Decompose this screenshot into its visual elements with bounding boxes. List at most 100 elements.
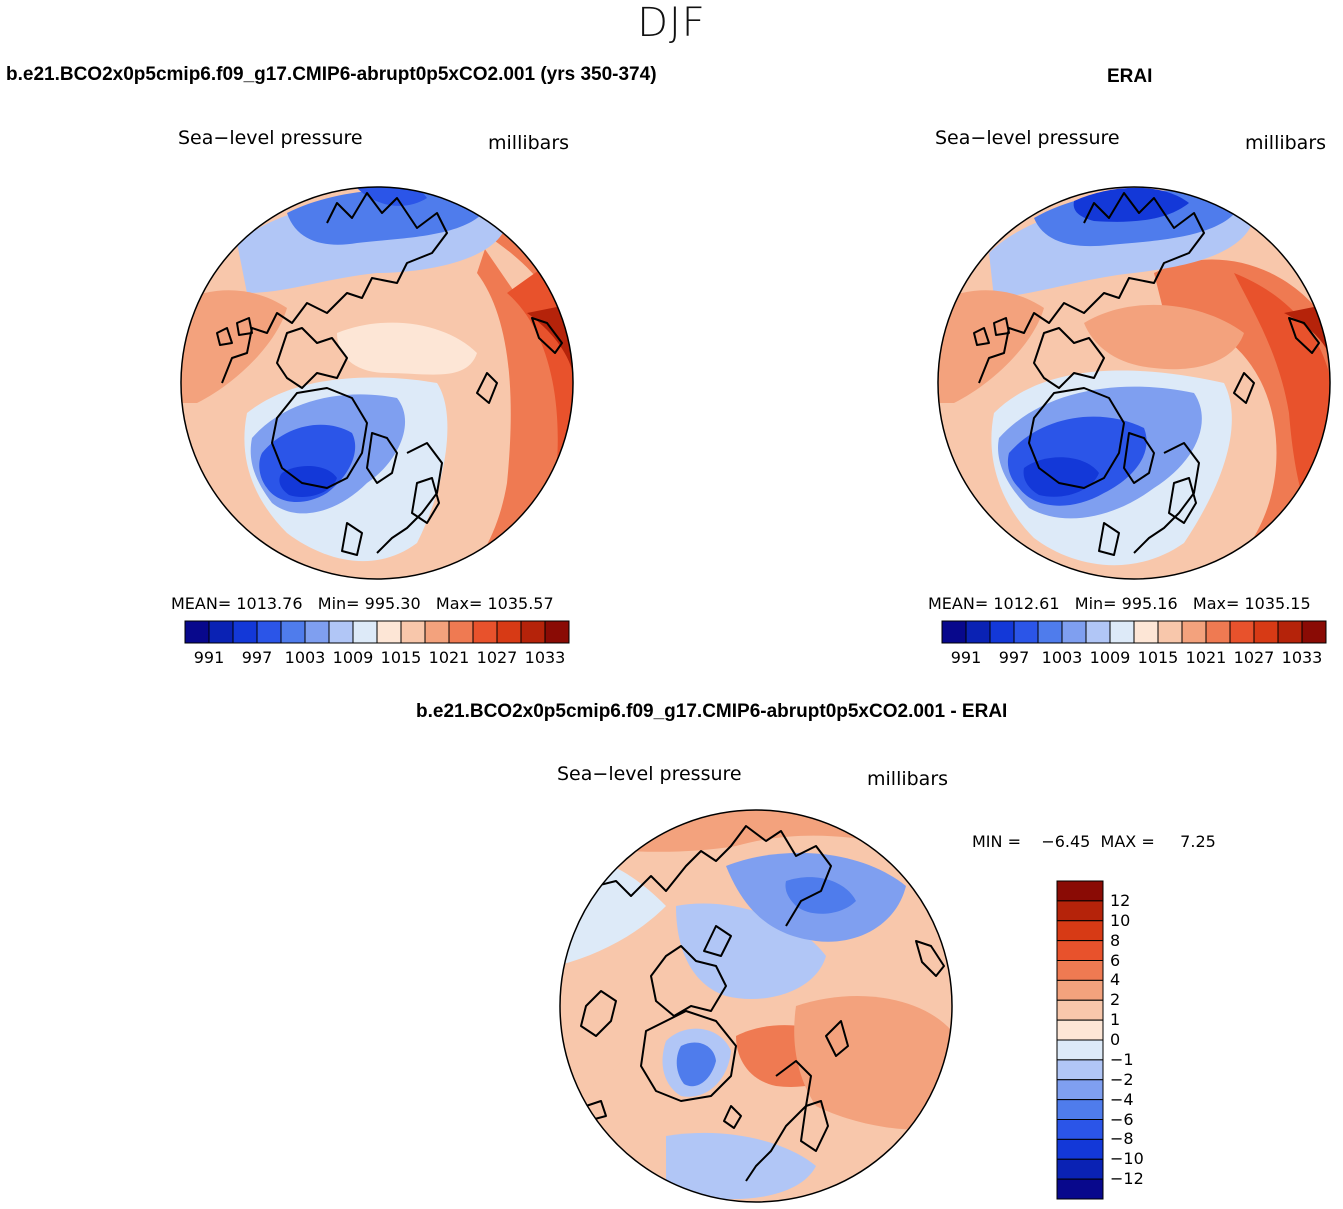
model-colorbar-swatch: [520, 620, 546, 644]
diff-colorbar-tick-label: 10: [1110, 910, 1131, 930]
erai-colorbar-swatch: [1013, 620, 1039, 644]
diff-colorbar-tick-label: 4: [1110, 970, 1121, 990]
model-colorbar-tick-label: 1009: [332, 648, 374, 667]
erai-colorbar-swatch: [1037, 620, 1063, 644]
diff-coastlines: [580, 825, 945, 1182]
diff-colorbar-tick-label: −4: [1110, 1089, 1134, 1109]
diff-colorbar-swatch: [1056, 1059, 1104, 1081]
erai-max-value: 1035.15: [1244, 594, 1311, 613]
erai-colorbar-tick-label: 1003: [1041, 648, 1083, 667]
diff-colorbar-swatch: [1056, 1178, 1104, 1200]
model-min-label: Min=: [317, 594, 360, 613]
erai-colorbar-swatch: [941, 620, 967, 644]
model-icelandic-low-core-field: [279, 466, 337, 498]
diff-colorbar-swatch: [1056, 900, 1104, 922]
model-max-value: 1035.57: [487, 594, 554, 613]
erai-colorbar-swatch: [1061, 620, 1087, 644]
model-colorbar-tick-label: 997: [241, 648, 273, 667]
model-colorbar-tick-label: 1021: [428, 648, 470, 667]
diff-case-title: b.e21.BCO2x0p5cmip6.f09_g17.CMIP6-abrupt…: [416, 701, 1008, 722]
erai-colorbar: [941, 620, 1327, 644]
erai-colorbar-swatch: [1157, 620, 1183, 644]
diff-north-america-positive-field: [560, 976, 646, 1106]
diff-colorbar-swatch: [1056, 880, 1104, 902]
model-colorbar-swatch: [304, 620, 330, 644]
model-variable-label: Sea−level pressure: [178, 127, 363, 149]
diff-colorbar-swatch: [1056, 960, 1104, 981]
erai-max-label: Max=: [1192, 594, 1240, 613]
erai-coastlines: [973, 192, 1320, 556]
diff-stats: MIN = −6.45 MAX = 7.25: [972, 832, 1216, 851]
erai-mean-value: 1012.61: [993, 594, 1060, 613]
diff-max-value: 7.25: [1180, 832, 1216, 851]
diff-colorbar-swatch: [1056, 1079, 1104, 1101]
erai-polar-map: [937, 186, 1331, 580]
model-mean-label: MEAN=: [171, 594, 232, 613]
diff-colorbar-tick-label: 0: [1110, 1030, 1121, 1049]
diff-max-label: MAX =: [1100, 832, 1155, 851]
erai-colorbar-swatch: [989, 620, 1015, 644]
erai-colorbar-tick-label: 1009: [1089, 648, 1131, 667]
model-colorbar-tick-label: 1027: [476, 648, 518, 667]
diff-colorbar-swatch: [1056, 940, 1104, 961]
model-colorbar-swatch: [256, 620, 282, 644]
erai-mean-label: MEAN=: [928, 594, 989, 613]
diff-colorbar-tick-label: 8: [1110, 930, 1121, 950]
diff-colorbar-tick-label: −2: [1110, 1069, 1134, 1089]
diff-colorbar-swatch: [1056, 920, 1104, 942]
model-colorbar-swatch: [472, 620, 498, 644]
model-max-label: Max=: [435, 594, 483, 613]
model-colorbar-swatch: [448, 620, 474, 644]
model-colorbar: [184, 620, 570, 644]
diff-colorbar-swatch: [1056, 1138, 1104, 1160]
diff-colorbar: [1056, 880, 1104, 1200]
erai-min-label: Min=: [1074, 594, 1117, 613]
model-colorbar-swatch: [544, 620, 570, 644]
model-units-label: millibars: [488, 132, 570, 154]
figure-title: DJF: [637, 0, 706, 46]
model-colorbar-swatch: [232, 620, 258, 644]
erai-case-title: ERAI: [1107, 66, 1153, 87]
diff-europe-positive-field: [794, 996, 952, 1130]
diff-greenland-negative-core-field: [676, 1042, 716, 1087]
diff-colorbar-tick-label: −6: [1110, 1109, 1134, 1129]
model-stats: MEAN= 1013.76 Min= 995.30 Max= 1035.57: [171, 594, 554, 613]
diff-units-label: millibars: [867, 768, 949, 790]
erai-colorbar-tick-label: 1027: [1233, 648, 1275, 667]
diff-colorbar-swatch: [1056, 1119, 1104, 1140]
erai-colorbar-ticks: 991 997 1003 1009 1015 1021 1027 1033: [942, 648, 1326, 668]
model-north-america-ridge-field: [181, 290, 287, 403]
diff-colorbar-swatch: [1056, 1099, 1104, 1120]
model-colorbar-swatch: [328, 620, 354, 644]
diff-colorbar-ticks: 12 10 8 6 4 2 1 0 −1 −2 −4 −6 −8 −10 −12: [1110, 881, 1170, 1199]
diff-colorbar-tick-label: −8: [1110, 1129, 1134, 1149]
erai-colorbar-swatch: [1277, 620, 1303, 644]
diff-siberia-negative-core-field: [785, 877, 856, 914]
erai-colorbar-tick-label: 1033: [1281, 648, 1323, 667]
model-colorbar-tick-label: 1033: [524, 648, 566, 667]
erai-colorbar-swatch: [1301, 620, 1327, 644]
diff-variable-label: Sea−level pressure: [557, 763, 742, 785]
erai-stats: MEAN= 1012.61 Min= 995.16 Max= 1035.15: [928, 594, 1311, 613]
model-case-title: b.e21.BCO2x0p5cmip6.f09_g17.CMIP6-abrupt…: [6, 64, 657, 85]
erai-north-america-ridge-field: [938, 290, 1044, 403]
erai-min-value: 995.16: [1121, 594, 1178, 613]
model-colorbar-swatch: [376, 620, 402, 644]
erai-colorbar-tick-label: 1015: [1137, 648, 1179, 667]
model-siberian-high-core-field: [427, 187, 573, 579]
erai-colorbar-swatch: [1253, 620, 1279, 644]
model-coastlines: [216, 192, 563, 556]
erai-colorbar-swatch: [965, 620, 991, 644]
diff-colorbar-swatch: [1056, 999, 1104, 1021]
model-colorbar-swatch: [352, 620, 378, 644]
erai-colorbar-swatch: [1181, 620, 1207, 644]
diff-colorbar-swatch: [1056, 979, 1104, 1001]
model-colorbar-swatch: [424, 620, 450, 644]
erai-colorbar-swatch: [1109, 620, 1135, 644]
model-polar-map: [180, 186, 574, 580]
erai-colorbar-swatch: [1085, 620, 1111, 644]
diff-min-value: −6.45: [1041, 832, 1091, 851]
model-mean-value: 1013.76: [236, 594, 303, 613]
model-colorbar-swatch: [184, 620, 210, 644]
erai-variable-label: Sea−level pressure: [935, 127, 1120, 149]
